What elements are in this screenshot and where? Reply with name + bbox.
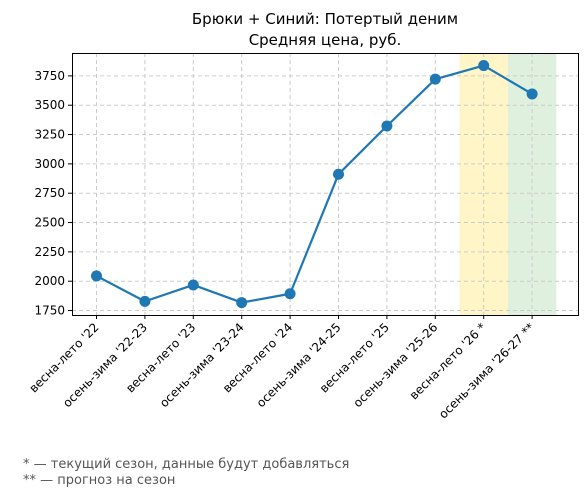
data-point — [139, 295, 151, 307]
x-tick-label: осень-зима '22-23 — [60, 320, 150, 410]
data-point — [236, 297, 248, 309]
x-tick-label: осень-зима '24-25 — [254, 320, 344, 410]
data-point — [429, 73, 441, 85]
x-tick-label: осень-зима '23-24 — [157, 320, 247, 410]
y-tick-label: 1750 — [34, 304, 65, 318]
y-tick-label: 2000 — [34, 274, 65, 288]
y-tick-label: 2750 — [34, 186, 65, 200]
data-point — [333, 168, 344, 180]
y-axis: 1750 2000 2250 2500 2750 3000 3250 3500 3750 — [34, 69, 72, 318]
series-line — [95, 64, 533, 304]
y-tick-label: 2250 — [34, 245, 65, 259]
data-point — [187, 279, 199, 291]
series-layer — [91, 60, 538, 309]
y-tick-label: 3000 — [34, 157, 65, 171]
y-tick-label: 3750 — [34, 69, 65, 83]
chart-subtitle: Средняя цена, руб. — [249, 31, 402, 49]
y-tick-label: 3500 — [34, 98, 65, 112]
footnote-forecast: ** — прогноз на сезон — [23, 473, 176, 488]
data-point — [478, 60, 490, 72]
plot-frame — [72, 53, 579, 316]
x-tick-label: осень-зима '25-26 — [351, 320, 441, 410]
y-tick-label: 3250 — [34, 128, 65, 142]
data-point — [381, 120, 393, 132]
data-point — [91, 270, 102, 282]
chart-title: Брюки + Синий: Потертый деним — [192, 10, 458, 28]
data-point — [526, 88, 538, 100]
highlight-bands — [459, 53, 557, 315]
data-point — [284, 288, 296, 300]
x-tick-label: осень-зима '26-27 ** — [436, 320, 537, 421]
highlight-band-8 — [459, 53, 508, 315]
y-tick-label: 2500 — [34, 216, 65, 230]
footnote-current-season: * — текущий сезон, данные будут добавлят… — [23, 457, 350, 472]
